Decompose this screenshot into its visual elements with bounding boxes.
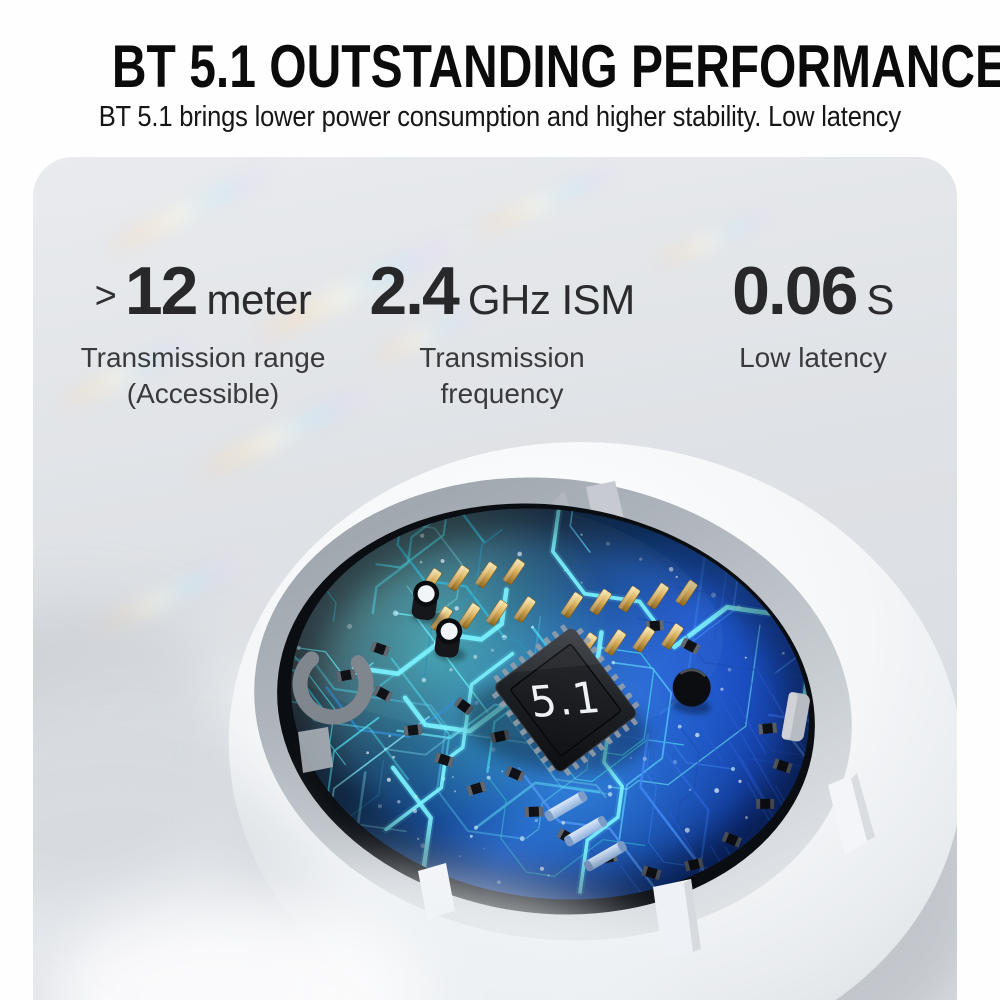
shell-notch	[292, 643, 374, 725]
header: BT 5.1 OUTSTANDING PERFORMANCE	[0, 33, 1000, 100]
shell-wedge	[298, 727, 333, 773]
side-clip-tab	[781, 692, 810, 742]
stat-transmission-range: >12 meter Transmission range (Accessible)	[48, 252, 358, 412]
stat-label: (Accessible)	[126, 378, 280, 409]
stat-value: 2.4	[369, 253, 460, 329]
earbud-circuit-photo: 5.1	[33, 157, 957, 1000]
product-photo-card: 5.1	[33, 157, 957, 1000]
stat-unit: GHz ISM	[467, 276, 635, 323]
stat-label: Transmission	[419, 342, 585, 373]
page-title: BT 5.1 OUTSTANDING PERFORMANCE	[111, 33, 1000, 100]
stat-unit: S	[866, 276, 894, 323]
stat-label: frequency	[440, 378, 564, 409]
stat-label-block: Low latency	[658, 340, 957, 376]
bottom-right-clip	[828, 773, 875, 855]
stat-value: 12	[124, 253, 199, 329]
stat-value: 0.06	[732, 253, 858, 329]
circuit-board: 5.1	[265, 475, 835, 933]
stat-label: Low latency	[739, 342, 887, 373]
microphone-component	[671, 668, 711, 715]
stat-unit: meter	[206, 276, 312, 323]
chip-label: 5.1	[526, 672, 605, 727]
stat-prefix: >	[94, 275, 117, 317]
stat-transmission-frequency: 2.4 GHz ISM Transmission frequency	[347, 252, 657, 412]
capacitor	[434, 618, 466, 661]
stat-value-row: >12 meter	[48, 252, 358, 330]
stat-value-row: 2.4 GHz ISM	[347, 252, 657, 330]
stat-label-block: Transmission range (Accessible)	[48, 340, 358, 412]
stat-label: Transmission range	[80, 342, 326, 373]
bluetooth-chip: 5.1	[491, 624, 640, 776]
stat-value-row: 0.06 S	[658, 252, 957, 330]
foreground-blur	[33, 757, 663, 1000]
stat-low-latency: 0.06 S Low latency	[658, 252, 957, 376]
stat-label-block: Transmission frequency	[347, 340, 657, 412]
blue-components	[544, 791, 627, 872]
page-subtitle: BT 5.1 brings lower power consumption an…	[98, 101, 902, 133]
capacitor	[411, 580, 443, 624]
